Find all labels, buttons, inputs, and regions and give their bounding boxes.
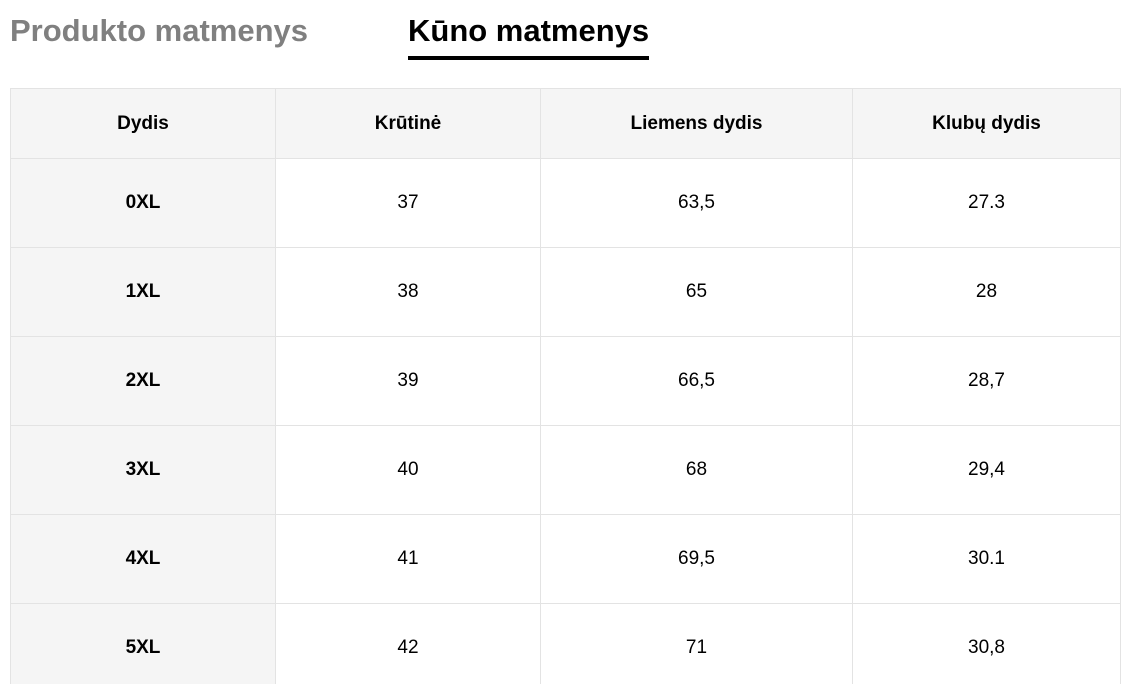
value-cell: 69,5 xyxy=(540,514,853,604)
value-cell: 29,4 xyxy=(852,425,1121,515)
table-row: 0XL 37 63,5 27.3 xyxy=(10,158,1121,248)
value-cell: 41 xyxy=(275,514,541,604)
value-cell: 65 xyxy=(540,247,853,337)
header-cell: Dydis xyxy=(10,88,276,159)
value-cell: 42 xyxy=(275,603,541,684)
header-cell: Liemens dydis xyxy=(540,88,853,159)
size-table: Dydis Krūtinė Liemens dydis Klubų dydis 0XL… xyxy=(10,88,1121,684)
table-row: 3XL 40 68 29,4 xyxy=(10,425,1121,515)
header-row: Dydis Krūtinė Liemens dydis Klubų dydis xyxy=(10,88,1121,159)
table-row: 4XL 41 69,5 30.1 xyxy=(10,514,1121,604)
header-cell: Klubų dydis xyxy=(852,88,1121,159)
tab[interactable]: Produkto matmenys xyxy=(10,13,309,48)
table-row: 1XL 38 65 28 xyxy=(10,247,1121,337)
value-cell: 37 xyxy=(275,158,541,248)
value-cell: 63,5 xyxy=(540,158,853,248)
size-cell: 2XL xyxy=(10,336,276,426)
value-cell: 38 xyxy=(275,247,541,337)
tab[interactable]: Kūno matmenys xyxy=(408,12,650,60)
value-cell: 66,5 xyxy=(540,336,853,426)
value-cell: 30.1 xyxy=(852,514,1121,604)
size-cell: 4XL xyxy=(10,514,276,604)
size-cell: 1XL xyxy=(10,247,276,337)
value-cell: 40 xyxy=(275,425,541,515)
value-cell: 28,7 xyxy=(852,336,1121,426)
size-cell: 5XL xyxy=(10,603,276,684)
value-cell: 28 xyxy=(852,247,1121,337)
value-cell: 39 xyxy=(275,336,541,426)
size-cell: 0XL xyxy=(10,158,276,248)
table-row: 2XL 39 66,5 28,7 xyxy=(10,336,1121,426)
value-cell: 71 xyxy=(540,603,853,684)
value-cell: 30,8 xyxy=(852,603,1121,684)
value-cell: 27.3 xyxy=(852,158,1121,248)
value-cell: 68 xyxy=(540,425,853,515)
size-cell: 3XL xyxy=(10,425,276,515)
table-row: 5XL 42 71 30,8 xyxy=(10,603,1121,684)
header-cell: Krūtinė xyxy=(275,88,541,159)
table-body: 0XL 37 63,5 27.3 1XL 38 65 28 2XL 39 66,5 28,7 3XL 40… xyxy=(10,158,1121,684)
